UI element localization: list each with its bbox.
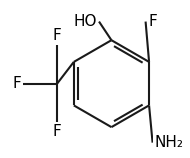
Text: F: F [53, 28, 62, 43]
Text: F: F [53, 124, 62, 139]
Text: NH₂: NH₂ [154, 135, 183, 150]
Text: HO: HO [74, 14, 97, 29]
Text: F: F [13, 76, 21, 91]
Text: F: F [149, 14, 158, 29]
